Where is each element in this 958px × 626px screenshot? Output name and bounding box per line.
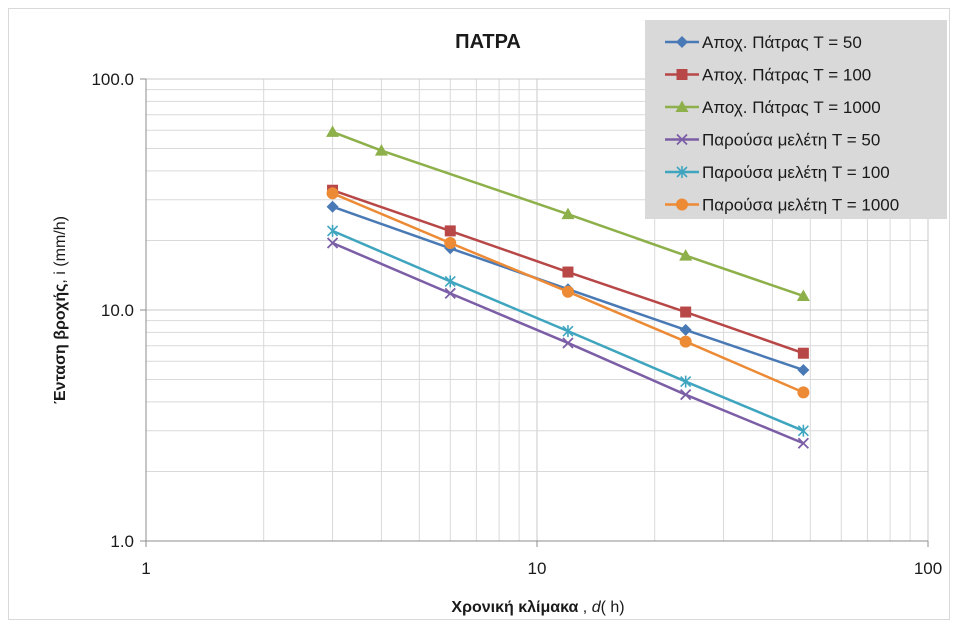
data-point-stroke [562, 337, 574, 349]
data-point [675, 100, 689, 112]
data-point [797, 424, 809, 437]
data-point [326, 200, 339, 213]
data-point [676, 198, 688, 211]
data-point-stroke [676, 133, 688, 146]
data-point [797, 437, 810, 449]
series-3 [326, 125, 810, 301]
y-axis-label-rest: , i (mm/h) [52, 216, 69, 284]
data-point-stroke [797, 437, 810, 449]
data-point-stroke [676, 166, 688, 178]
x-tick-label: 100 [914, 559, 942, 578]
y-tick-label: 100.0 [91, 70, 134, 89]
y-axis-label: Ένταση βροχής, i (mm/h) [52, 216, 69, 404]
series-5 [326, 224, 809, 437]
data-point [679, 249, 693, 261]
data-point [679, 323, 692, 336]
legend-entry: Παρούσα μελέτη T = 1000 [665, 196, 899, 215]
data-point-stroke [797, 424, 809, 437]
data-point [562, 337, 574, 349]
data-point [796, 289, 810, 301]
data-point [326, 125, 340, 137]
data-point [680, 375, 692, 388]
legend-label: Παρούσα μελέτη T = 1000 [702, 196, 899, 215]
legend-label: Παρούσα μελέτη T = 100 [702, 163, 890, 182]
data-point [676, 36, 688, 48]
data-point-stroke [326, 224, 339, 237]
legend-entry: Αποχ. Πάτρας T = 100 [665, 66, 871, 85]
data-point [561, 285, 574, 298]
legend-label: Αποχ. Πάτρας T = 1000 [702, 98, 881, 117]
data-point [444, 237, 457, 250]
x-axis-label-unit: ( h) [601, 599, 625, 616]
legend-label: Αποχ. Πάτρας T = 50 [702, 33, 862, 52]
y-axis-label-main: Ένταση βροχής [52, 284, 69, 404]
legend-entry: Αποχ. Πάτρας T = 1000 [665, 98, 881, 117]
data-point [326, 224, 339, 237]
legend-entry: Αποχ. Πάτρας T = 50 [665, 33, 862, 52]
data-point-stroke [680, 389, 692, 401]
data-point [676, 166, 688, 178]
data-point [444, 287, 456, 300]
data-point [797, 347, 809, 359]
data-point [444, 275, 456, 288]
legend-entry: Παρούσα μελέτη T = 100 [665, 163, 890, 182]
data-point-stroke [444, 275, 456, 288]
axes: 1.0 10.0 100.0 1 10 100 [91, 70, 942, 578]
legend-label: Αποχ. Πάτρας T = 100 [702, 66, 871, 85]
legend-box [645, 20, 947, 219]
legend: Αποχ. Πάτρας T = 50 Αποχ. Πάτρας T = 100 Α… [645, 20, 947, 219]
data-point [326, 237, 339, 249]
x-tick-label: 1 [141, 559, 150, 578]
data-point [676, 133, 688, 146]
data-point-stroke [326, 237, 339, 249]
data-point [680, 306, 692, 318]
data-point [562, 266, 574, 278]
data-point [797, 386, 810, 399]
x-axis-label: Χρονική κλίμακα , d( h) [451, 599, 624, 616]
data-point-stroke [562, 325, 574, 338]
chart-title: ΠΑΤΡΑ [455, 31, 521, 53]
data-point [676, 69, 688, 80]
x-axis-label-var: d [592, 599, 602, 616]
y-tick-label: 1.0 [110, 532, 134, 551]
x-tick-label: 10 [528, 559, 547, 578]
series-4 [326, 237, 810, 449]
legend-label: Παρούσα μελέτη T = 50 [702, 131, 880, 150]
data-point [562, 325, 574, 338]
data-point [374, 144, 388, 156]
data-point [444, 225, 456, 237]
x-axis-label-main: Χρονική κλίμακα [451, 599, 578, 616]
series-6 [326, 187, 810, 399]
legend-entry: Παρούσα μελέτη T = 50 [665, 131, 880, 150]
data-point [561, 207, 575, 220]
data-point [326, 187, 339, 200]
data-point-stroke [444, 287, 456, 300]
y-tick-label: 10.0 [101, 301, 134, 320]
data-point [679, 335, 692, 348]
series [326, 125, 810, 449]
data-point [797, 363, 810, 376]
x-axis-label-sep: , [578, 599, 591, 616]
data-point-stroke [680, 375, 692, 388]
data-point [680, 389, 692, 401]
